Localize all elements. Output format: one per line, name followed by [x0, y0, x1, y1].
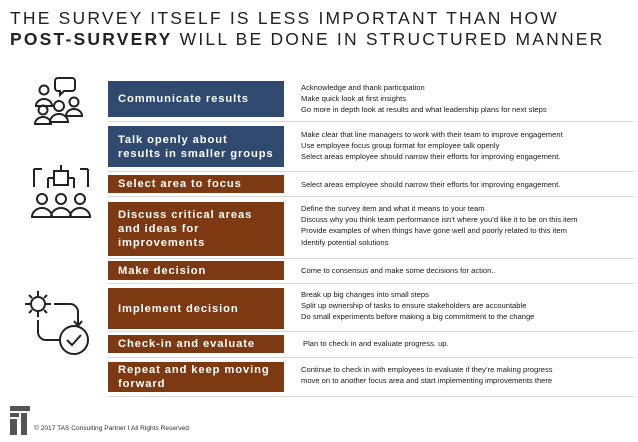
page-title: THE SURVEY ITSELF IS LESS IMPORTANT THAN… — [10, 8, 635, 50]
title-line-2: POST-SURVERY WILL BE DONE IN STRUCTURED … — [10, 29, 635, 50]
desc-line: Acknowledge and thank participation — [301, 83, 425, 92]
desc-line: Come to consensus and make some decision… — [301, 266, 496, 275]
title-bold-word: POST-SURVERY — [10, 29, 173, 49]
step-6-description: Break up big changes into small steps Sp… — [301, 289, 631, 323]
step-label: Check-in and evaluate — [118, 338, 256, 350]
team-discussion-icon — [33, 77, 84, 125]
title-line-1: THE SURVEY ITSELF IS LESS IMPORTANT THAN… — [10, 8, 559, 28]
company-logo — [10, 406, 30, 435]
desc-line: Do small experiments before making a big… — [301, 312, 535, 322]
step-communicate-results: Communicate results — [108, 81, 284, 117]
step-label: Discuss critical areas and ideas for imp… — [118, 209, 253, 249]
desc-line: Define the survey item and what it means… — [301, 204, 485, 213]
desc-line: Use employee focus group format for empl… — [301, 141, 500, 151]
divider — [108, 331, 634, 332]
desc-line: Identify potential solutions — [301, 237, 389, 247]
copyright-footer: © 2017 TAS Consulting Partner I All Righ… — [34, 425, 189, 432]
desc-line: Split up ownership of tasks to ensure st… — [301, 301, 527, 311]
step-8-description: Continue to check in with employees to e… — [301, 364, 631, 386]
desc-line: Continue to check in with employees to e… — [301, 365, 553, 374]
step-2-description: Make clear that line managers to work wi… — [301, 129, 631, 163]
step-label: Implement decision — [118, 302, 239, 315]
title-line-2-rest: WILL BE DONE IN STRUCTURED MANNER — [172, 29, 605, 49]
desc-line: Select areas employee should narrow thei… — [301, 152, 561, 162]
desc-line: move on to another focus area and start … — [301, 376, 553, 386]
step-check-in-evaluate: Check-in and evaluate — [108, 335, 284, 353]
step-3-description: Select areas employee should narrow thei… — [301, 179, 631, 190]
step-4-description: Define the survey item and what it means… — [301, 203, 631, 248]
divider — [108, 121, 634, 122]
divider — [108, 396, 634, 397]
divider — [108, 196, 634, 197]
divider — [108, 171, 634, 172]
desc-line: Make clear that line managers to work wi… — [301, 130, 563, 139]
desc-line: Provide examples of when things have gon… — [301, 226, 567, 236]
gear-check-icon — [25, 291, 89, 355]
desc-line: Plan to check in and evaluate progress. … — [303, 339, 449, 348]
desc-line: Go more in depth look at results and wha… — [301, 105, 547, 115]
step-label: Select area to focus — [118, 178, 242, 190]
step-discuss-critical-areas: Discuss critical areas and ideas for imp… — [108, 202, 284, 256]
step-5-description: Come to consensus and make some decision… — [301, 265, 631, 276]
step-select-area: Select area to focus — [108, 175, 284, 193]
team-focus-area-icon — [30, 165, 92, 218]
step-talk-openly: Talk openly about results in smaller gro… — [108, 126, 284, 167]
step-label: Talk openly about results in smaller gro… — [118, 133, 274, 160]
step-label: Communicate results — [118, 93, 249, 105]
step-implement-decision: Implement decision — [108, 288, 284, 329]
desc-line: Make quick look at first insights — [301, 94, 407, 104]
step-label: Make decision — [118, 264, 207, 277]
divider — [108, 258, 634, 259]
step-repeat-keep-moving: Repeat and keep moving forward — [108, 362, 284, 392]
desc-line: Break up big changes into small steps — [301, 290, 429, 299]
divider — [108, 357, 634, 358]
step-make-decision: Make decision — [108, 261, 284, 280]
desc-line: Select areas employee should narrow thei… — [301, 180, 561, 189]
step-7-description: Plan to check in and evaluate progress. … — [301, 338, 631, 349]
step-label: Repeat and keep moving forward — [118, 364, 270, 390]
divider — [108, 283, 634, 284]
desc-line: Discuss why you think team performance i… — [301, 215, 578, 225]
step-1-description: Acknowledge and thank participation Make… — [301, 82, 631, 116]
